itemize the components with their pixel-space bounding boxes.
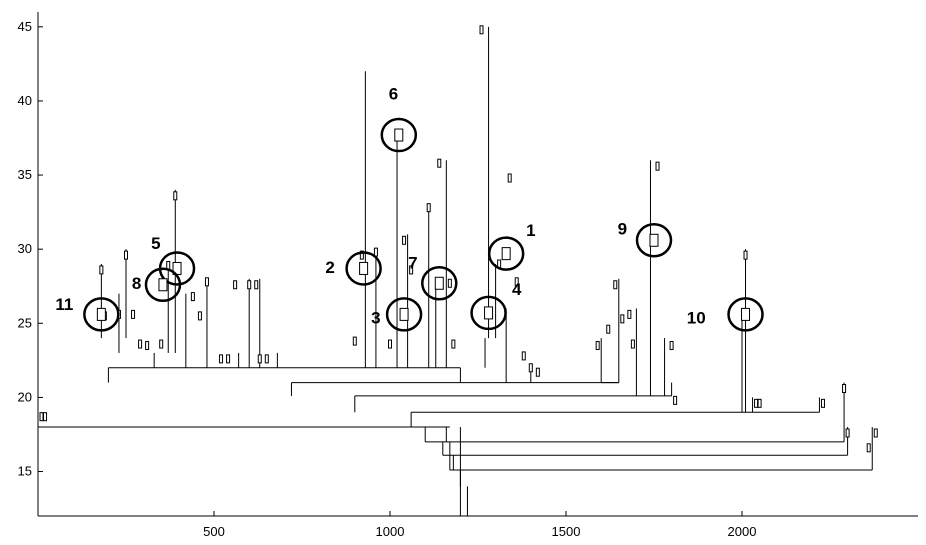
node-label-11: 11 — [55, 295, 73, 314]
leaf-node-28 — [426, 203, 431, 213]
node-label-5: 5 — [151, 234, 160, 253]
node-label-4: 4 — [512, 280, 522, 299]
leaf-node-55 — [873, 428, 878, 438]
circled-node-ring-1 — [487, 236, 525, 271]
leaf-node-42 — [620, 314, 625, 324]
circled-node-ring-11 — [83, 297, 120, 332]
circled-node-box-1 — [501, 247, 511, 261]
leaf-node-32 — [479, 25, 484, 35]
node-label-10: 10 — [687, 308, 706, 327]
leaf-node-0 — [39, 412, 44, 422]
leaf-node-50 — [757, 398, 762, 408]
leaf-node-49 — [754, 398, 759, 408]
circled-nodes-layer: 1 2 3 4 5 6 7 8 9 10 11 — [55, 84, 764, 332]
leaf-node-22 — [352, 336, 357, 346]
y-tick-label-40: 40 — [18, 93, 32, 108]
y-tick-label-25: 25 — [18, 315, 32, 330]
leaf-node-23 — [359, 250, 364, 260]
node-label-3: 3 — [371, 308, 380, 327]
leaf-node-18 — [247, 280, 252, 290]
leaf-node-1 — [43, 412, 48, 422]
circled-node-box-6 — [394, 128, 404, 142]
leaf-node-25 — [388, 339, 392, 349]
leaf-node-30 — [447, 278, 452, 288]
leaf-node-8 — [145, 341, 150, 351]
node-label-6: 6 — [389, 84, 398, 103]
y-tick-label-35: 35 — [18, 167, 32, 182]
circled-node-box-8 — [158, 278, 168, 292]
leaf-node-13 — [197, 311, 202, 321]
y-tick-label-45: 45 — [18, 19, 32, 34]
circled-node-ring-4 — [470, 295, 507, 331]
leaf-node-21 — [264, 354, 269, 364]
leaf-node-31 — [451, 339, 456, 349]
leaf-node-15 — [219, 354, 224, 364]
leaf-node-38 — [535, 367, 540, 377]
leaf-node-2 — [99, 265, 104, 275]
leaf-node-26 — [402, 235, 407, 245]
circled-node-ring-7 — [421, 266, 458, 301]
x-tick-label-2000: 2000 — [728, 524, 757, 539]
circled-node-box-2 — [359, 261, 369, 275]
circled-node-ring-10 — [727, 297, 764, 332]
leaf-node-34 — [507, 173, 512, 183]
leaf-node-17 — [233, 280, 238, 290]
circled-node-ring-2 — [345, 251, 382, 286]
leaf-node-43 — [627, 309, 632, 319]
circled-node-ring-6 — [380, 117, 418, 153]
leaf-node-36 — [521, 351, 526, 361]
circled-node-ring-3 — [385, 297, 423, 332]
leaf-node-7 — [138, 339, 143, 349]
leaf-node-5 — [124, 250, 128, 260]
leaf-layer — [39, 25, 878, 453]
node-label-7: 7 — [408, 253, 417, 272]
circled-node-box-9 — [649, 233, 659, 247]
circled-node-box-11 — [96, 307, 106, 321]
leaf-node-12 — [190, 292, 195, 302]
leaf-node-35 — [514, 277, 519, 287]
leaf-node-41 — [613, 280, 618, 290]
leaf-node-47 — [673, 395, 678, 405]
y-tick-label-20: 20 — [18, 389, 32, 404]
leaf-node-46 — [669, 341, 674, 351]
x-tick-label-500: 500 — [203, 524, 225, 539]
circled-node-box-3 — [399, 307, 409, 321]
leaf-node-20 — [257, 354, 262, 364]
leaf-node-40 — [606, 324, 611, 334]
leaf-node-54 — [866, 443, 871, 453]
leaf-node-48 — [743, 250, 748, 260]
leaf-node-19 — [254, 280, 259, 290]
x-tick-label-1500: 1500 — [552, 524, 581, 539]
circled-node-box-10 — [741, 307, 751, 321]
node-label-9: 9 — [618, 219, 627, 238]
y-tick-label-30: 30 — [18, 241, 32, 256]
circled-node-box-4 — [484, 306, 494, 320]
leaf-node-27 — [409, 265, 414, 275]
leaf-node-9 — [159, 339, 164, 349]
leaf-node-39 — [595, 341, 600, 351]
circled-node-box-7 — [434, 276, 444, 290]
leaf-node-37 — [528, 363, 533, 373]
leaf-node-44 — [630, 339, 635, 349]
leaf-node-53 — [845, 428, 850, 438]
node-label-8: 8 — [132, 274, 141, 293]
circled-node-ring-8 — [144, 267, 182, 303]
node-label-2: 2 — [325, 258, 334, 277]
leaf-node-14 — [204, 277, 209, 287]
leaf-node-29 — [437, 158, 442, 168]
leaf-node-6 — [131, 309, 136, 319]
leaf-node-52 — [842, 384, 847, 394]
circled-node-ring-9 — [635, 223, 673, 258]
leaf-node-11 — [173, 191, 178, 201]
leaf-node-16 — [226, 354, 231, 364]
y-tick-label-15: 15 — [18, 464, 32, 479]
node-label-1: 1 — [526, 221, 535, 240]
leaf-node-51 — [820, 398, 825, 408]
leaf-node-45 — [655, 161, 660, 171]
x-tick-label-1000: 1000 — [376, 524, 405, 539]
tree-layer — [37, 26, 873, 516]
